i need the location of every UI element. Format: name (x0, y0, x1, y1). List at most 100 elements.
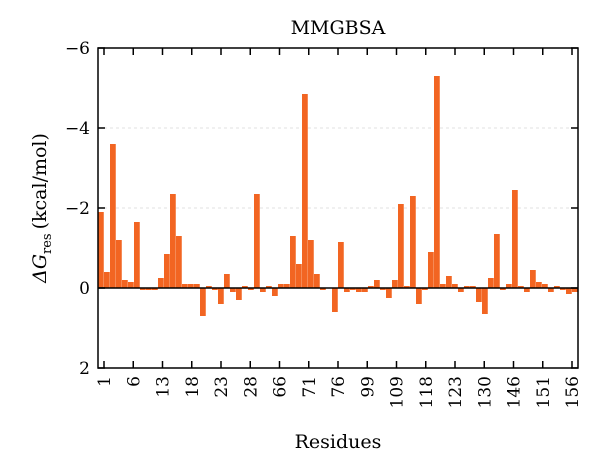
bar (188, 284, 194, 288)
bar (446, 276, 452, 288)
bar (368, 286, 374, 288)
bar (164, 254, 170, 288)
bar (140, 288, 146, 290)
bar (212, 288, 218, 290)
bar (116, 240, 122, 288)
bar (302, 94, 308, 288)
x-tick-label: 146 (505, 376, 525, 408)
bar (416, 288, 422, 304)
bar (104, 272, 110, 288)
x-tick-label: 76 (329, 376, 349, 398)
x-tick-label: 109 (388, 376, 408, 408)
bar (392, 280, 398, 288)
bar (410, 196, 416, 288)
bar (230, 288, 236, 292)
bar (566, 288, 572, 294)
bar (344, 288, 350, 292)
y-tick-label: 0 (79, 279, 90, 299)
bar (374, 280, 380, 288)
bar (542, 284, 548, 288)
bar (530, 270, 536, 288)
bar (254, 194, 260, 288)
y-axis-title-main: ΔG (29, 254, 51, 284)
bar (296, 264, 302, 288)
bar (182, 284, 188, 288)
x-tick-label: 18 (183, 376, 203, 398)
bar (314, 274, 320, 288)
y-axis-title-subscript: res (40, 233, 55, 254)
bar (440, 284, 446, 288)
bar (320, 288, 326, 290)
bar (488, 278, 494, 288)
x-tick-label: 13 (154, 376, 174, 398)
bar (206, 286, 212, 288)
y-tick-label: −6 (65, 39, 90, 59)
bar (458, 288, 464, 292)
x-tick-label: 6 (124, 376, 144, 387)
bar (476, 288, 482, 302)
bar (548, 288, 554, 292)
bar (422, 288, 428, 290)
bar (290, 236, 296, 288)
x-tick-label: 123 (446, 376, 466, 408)
bar (524, 288, 530, 292)
bar (134, 222, 140, 288)
bar (266, 286, 272, 288)
y-axis-title: ΔGres (kcal/mol) (29, 133, 55, 284)
x-tick-label: 1 (95, 376, 115, 387)
bar (248, 288, 254, 290)
bar (236, 288, 242, 300)
bar (176, 236, 182, 288)
bar (242, 286, 248, 288)
bar (518, 286, 524, 288)
bar (338, 242, 344, 288)
bar (356, 288, 362, 292)
bar (98, 212, 104, 288)
bar (308, 240, 314, 288)
bar (536, 282, 542, 288)
y-tick-label: −2 (65, 199, 90, 219)
x-axis: 1 6 13 18 23 28 66 71 76 99 109 118 123 130 146 151 156 (95, 48, 583, 408)
bar (170, 194, 176, 288)
bar (464, 286, 470, 288)
bar (122, 280, 128, 288)
bar (272, 288, 278, 296)
bars (98, 76, 578, 316)
bar (560, 288, 566, 290)
y-tick-label: 2 (79, 359, 90, 379)
bar (278, 284, 284, 288)
x-tick-label: 71 (300, 376, 320, 398)
x-tick-label: 23 (212, 376, 232, 398)
bar (386, 288, 392, 298)
bar (404, 286, 410, 288)
x-tick-label: 130 (475, 376, 495, 408)
bar (110, 144, 116, 288)
grid-lines (98, 127, 578, 209)
bar (452, 284, 458, 288)
bar (260, 288, 266, 292)
bar (482, 288, 488, 314)
y-axis-title-units: (kcal/mol) (29, 133, 51, 229)
bar (470, 286, 476, 288)
bar (494, 234, 500, 288)
y-axis: 2 0 −2 −4 −6 (65, 39, 578, 379)
bar (362, 288, 368, 292)
y-tick-label: −4 (65, 119, 90, 139)
bar (380, 288, 386, 290)
bar (434, 76, 440, 288)
bar (200, 288, 206, 316)
bar (158, 278, 164, 288)
x-tick-label: 99 (358, 376, 378, 398)
bar (146, 288, 152, 290)
bar (572, 288, 578, 292)
bar (218, 288, 224, 304)
bar (500, 288, 506, 290)
bar (332, 288, 338, 312)
bar (398, 204, 404, 288)
bar (152, 288, 158, 290)
x-axis-title: Residues (295, 431, 382, 453)
bar (350, 288, 356, 290)
chart-title: MMGBSA (291, 17, 386, 39)
bar (554, 286, 560, 288)
